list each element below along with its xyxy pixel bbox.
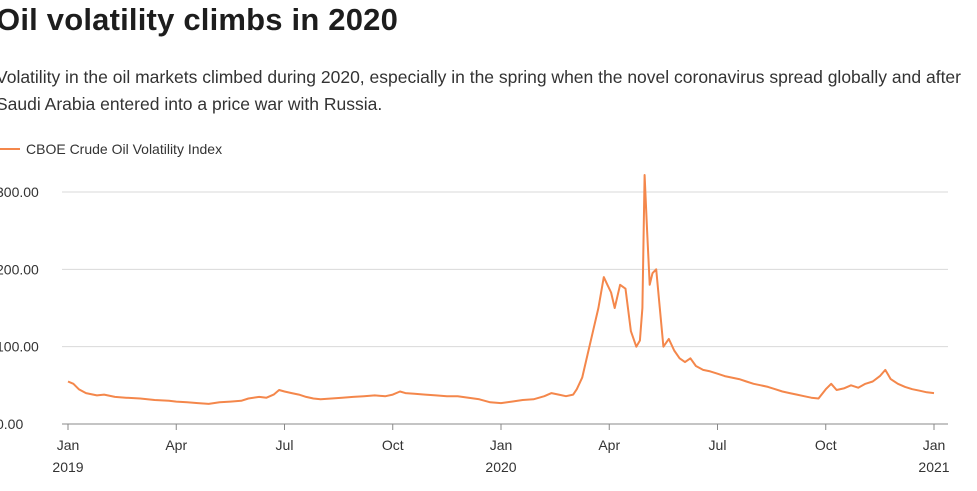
- legend-swatch-crude-oil-volatility: [0, 148, 20, 150]
- legend-label-crude-oil-volatility: CBOE Crude Oil Volatility Index: [26, 141, 223, 157]
- chart-subtitle: Volatility in the oil markets climbed du…: [0, 67, 961, 114]
- x-tick-label-5: Apr: [598, 437, 620, 453]
- y-tick-label-0: 0.00: [0, 416, 23, 432]
- x-tick-label-0: Jan: [57, 437, 80, 453]
- x-tick-label-7: Oct: [815, 437, 837, 453]
- x-tick-label-1: Apr: [165, 437, 187, 453]
- x-tick-label-8: Jan: [923, 437, 946, 453]
- x-tick-label-2: Jul: [276, 437, 294, 453]
- x-tick-label-3: Oct: [382, 437, 404, 453]
- x-tick-label-6: Jul: [709, 437, 727, 453]
- y-tick-label-3: 300.00: [0, 184, 39, 200]
- y-tick-label-2: 200.00: [0, 261, 39, 277]
- x-tick-year-0: 2019: [52, 459, 83, 475]
- x-tick-year-8: 2021: [918, 459, 949, 475]
- legend: CBOE Crude Oil Volatility Index: [0, 141, 222, 157]
- series-line-crude-oil-volatility: [67, 174, 935, 405]
- x-tick-label-4: Jan: [490, 437, 513, 453]
- y-tick-label-1: 100.00: [0, 339, 39, 355]
- x-tick-year-4: 2020: [485, 459, 516, 475]
- chart-title: Oil volatility climbs in 2020: [0, 2, 399, 37]
